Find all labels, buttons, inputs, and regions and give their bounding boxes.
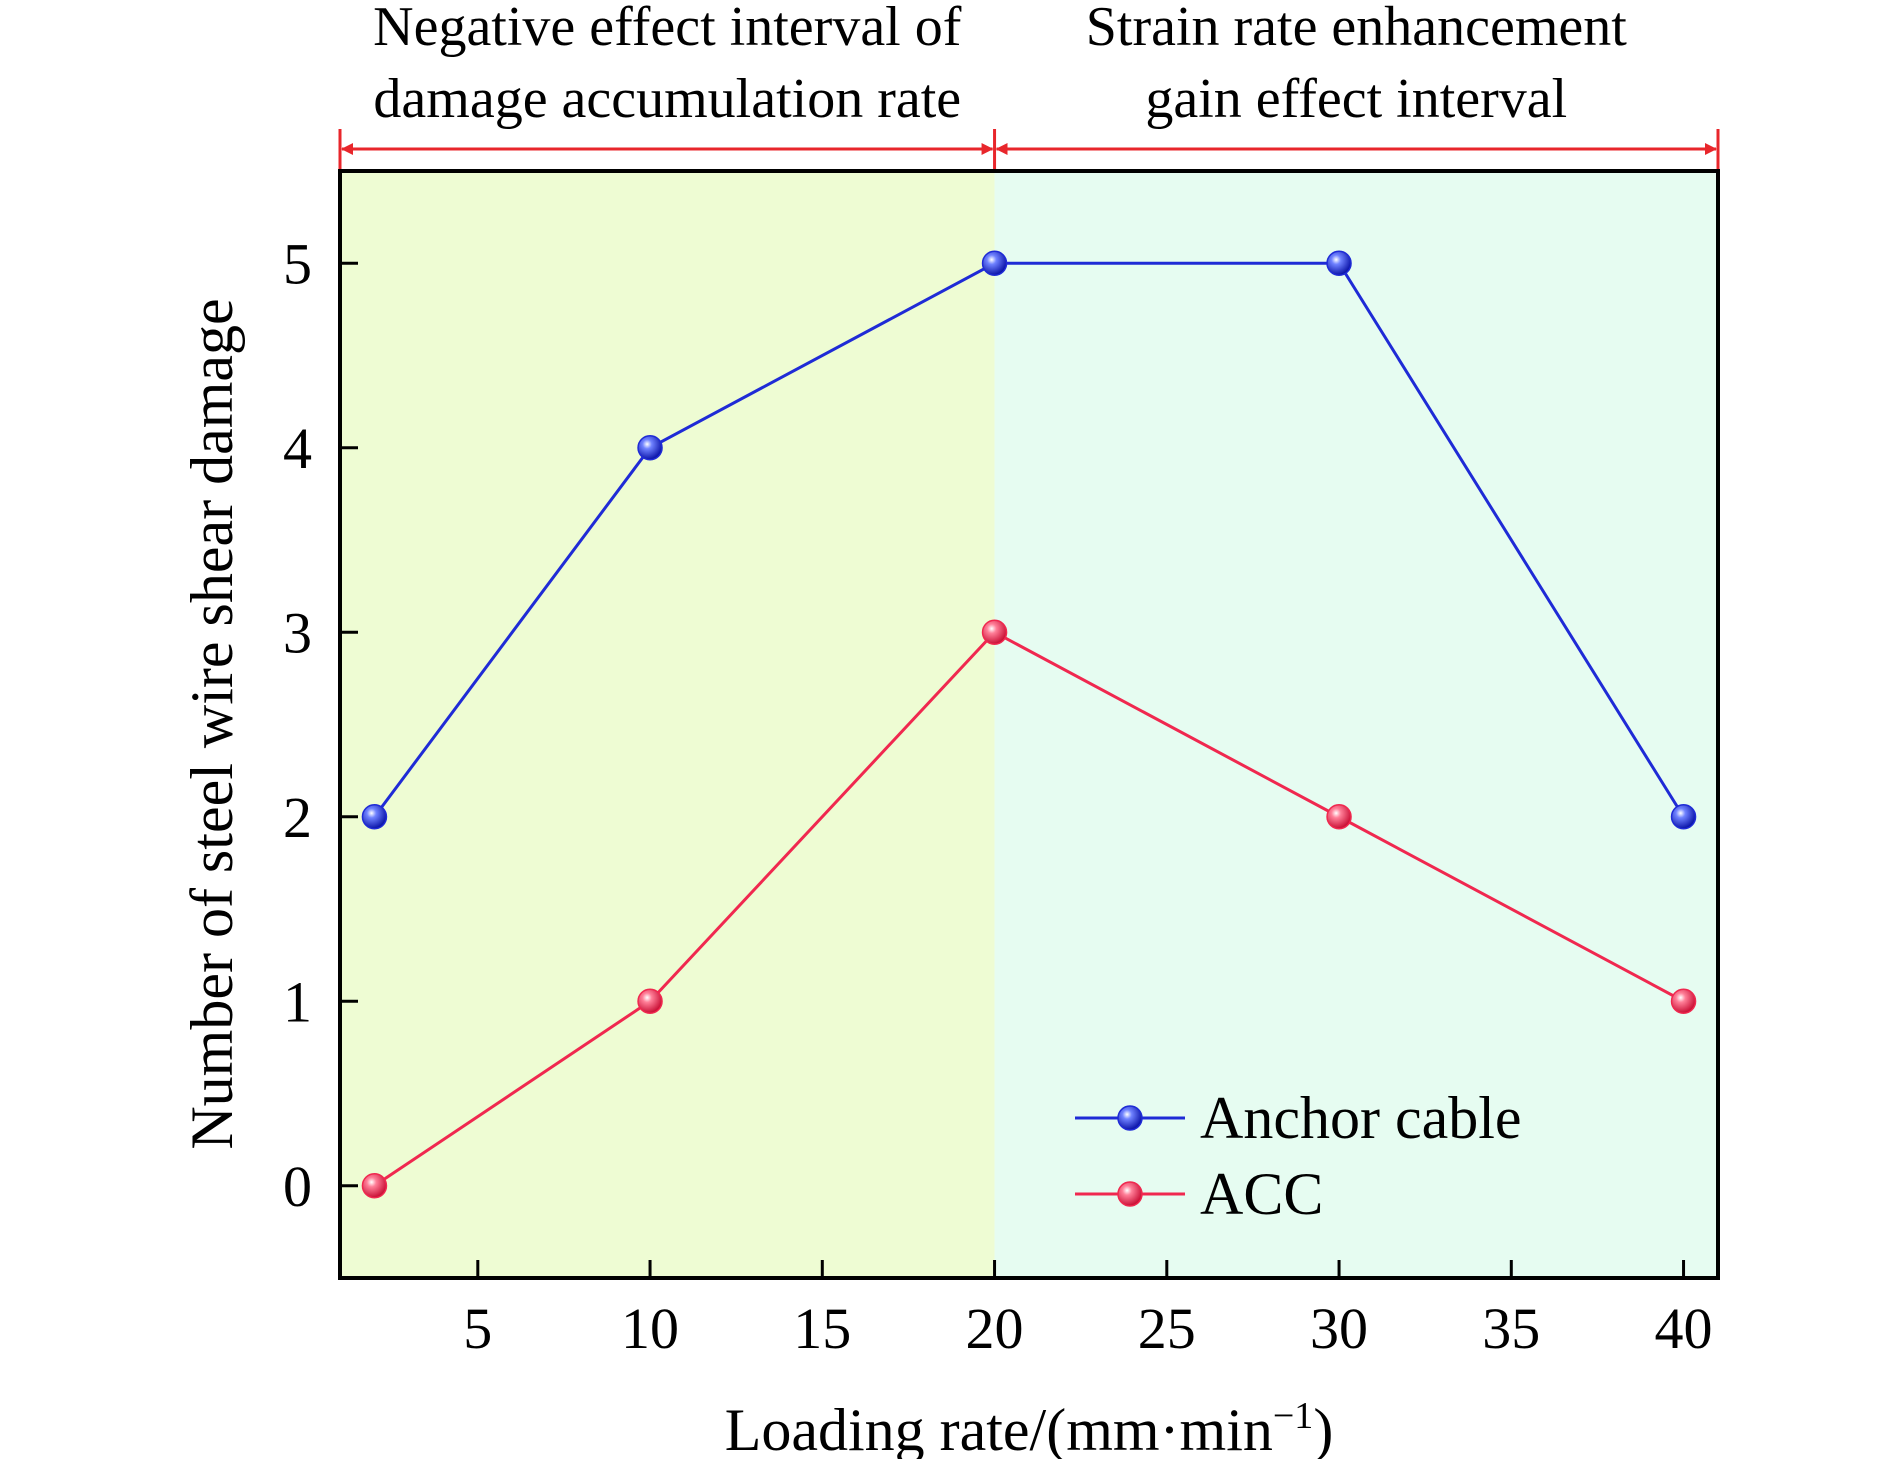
anchor-cable-point (981, 250, 1008, 276)
region-background-2 (994, 171, 1718, 1278)
x-tick-label: 10 (621, 1296, 679, 1361)
y-tick-label: 3 (283, 600, 312, 665)
acc-point (981, 619, 1008, 645)
x-tick-label: 25 (1138, 1296, 1196, 1361)
anchor-cable-point (1670, 804, 1697, 830)
x-axis-title-superscript: −1 (1273, 1395, 1313, 1437)
x-axis-title: Loading rate/(mm·min−1) (725, 1395, 1334, 1459)
interval-label-1: Negative effect interval of (373, 0, 962, 58)
acc-point (637, 988, 663, 1014)
x-tick-label: 40 (1655, 1296, 1713, 1361)
plot-frame (338, 169, 1720, 1280)
x-tick-label: 30 (1310, 1296, 1368, 1361)
legend: Anchor cable ACC (1075, 1085, 1522, 1227)
interval-annotations: Negative effect interval of damage accumu… (338, 0, 1720, 169)
x-tick-label: 15 (793, 1296, 851, 1361)
anchor-cable-point (1326, 250, 1352, 276)
interval-label-2: Strain rate enhancement (1086, 0, 1628, 58)
legend-label-anchor-cable: Anchor cable (1200, 1085, 1522, 1151)
interval-label-2: gain effect interval (1145, 68, 1567, 130)
y-tick-label: 2 (283, 785, 312, 850)
interval-label-1: damage accumulation rate (373, 68, 961, 130)
y-tick-label: 0 (283, 1154, 312, 1219)
x-tick-label: 20 (966, 1296, 1024, 1361)
legend-marker-acc (1117, 1181, 1143, 1207)
y-axis-ticks: 0 1 2 3 4 5 (283, 231, 358, 1219)
x-tick-label: 35 (1482, 1296, 1540, 1361)
x-axis-ticks: 5 10 15 20 25 30 35 40 (463, 1260, 1713, 1361)
data-series (361, 250, 1697, 1199)
region-background-1 (340, 171, 995, 1278)
x-tick-label: 5 (463, 1296, 492, 1361)
anchor-cable-point (361, 804, 388, 830)
legend-marker-anchor-cable (1117, 1105, 1143, 1131)
anchor-cable-point (637, 435, 663, 461)
y-tick-label: 5 (283, 231, 312, 296)
y-tick-label: 4 (283, 416, 312, 481)
acc-point (361, 1173, 388, 1199)
interval-regions (340, 171, 1718, 1278)
y-axis-title: Number of steel wire shear damage (179, 298, 245, 1149)
acc-point (1670, 988, 1697, 1014)
acc-point (1326, 804, 1352, 830)
y-tick-label: 1 (283, 969, 312, 1034)
legend-label-acc: ACC (1200, 1161, 1323, 1227)
